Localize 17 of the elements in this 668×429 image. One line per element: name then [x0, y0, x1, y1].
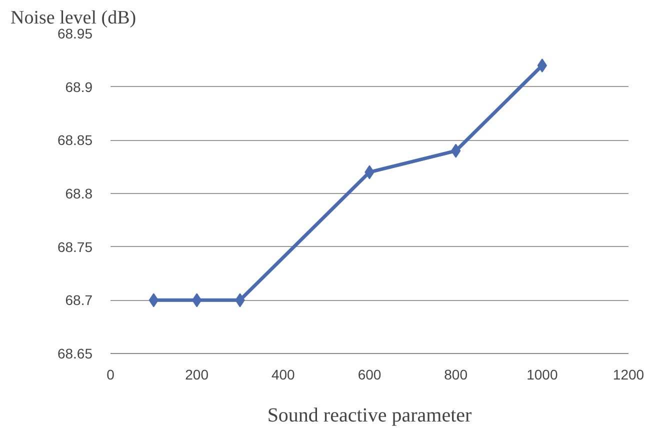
- point: [537, 58, 547, 72]
- y-tick-label: 68.8: [65, 186, 93, 202]
- x-tick-label: 600: [358, 366, 382, 382]
- x-tick-label: 0: [106, 366, 115, 382]
- y-tick-label: 68.7: [65, 292, 93, 308]
- y-tick-label: 68.75: [57, 238, 93, 255]
- y-tick-label: 68.95: [57, 26, 93, 42]
- y-tick-label: 68.65: [57, 346, 93, 362]
- y-tick-label: 68.85: [57, 132, 93, 148]
- x-tick-label: 200: [185, 366, 209, 382]
- x-tick-label: 1000: [526, 366, 558, 382]
- x-tick-label: 400: [271, 366, 296, 382]
- x-tick-label: 1200: [612, 366, 644, 382]
- x-tick-label: 800: [444, 366, 468, 382]
- x-axis-title: Sound reactive parameter: [267, 404, 472, 426]
- y-tick-label: 68.9: [65, 78, 93, 95]
- y-axis-title: Noise level (dB): [10, 8, 136, 28]
